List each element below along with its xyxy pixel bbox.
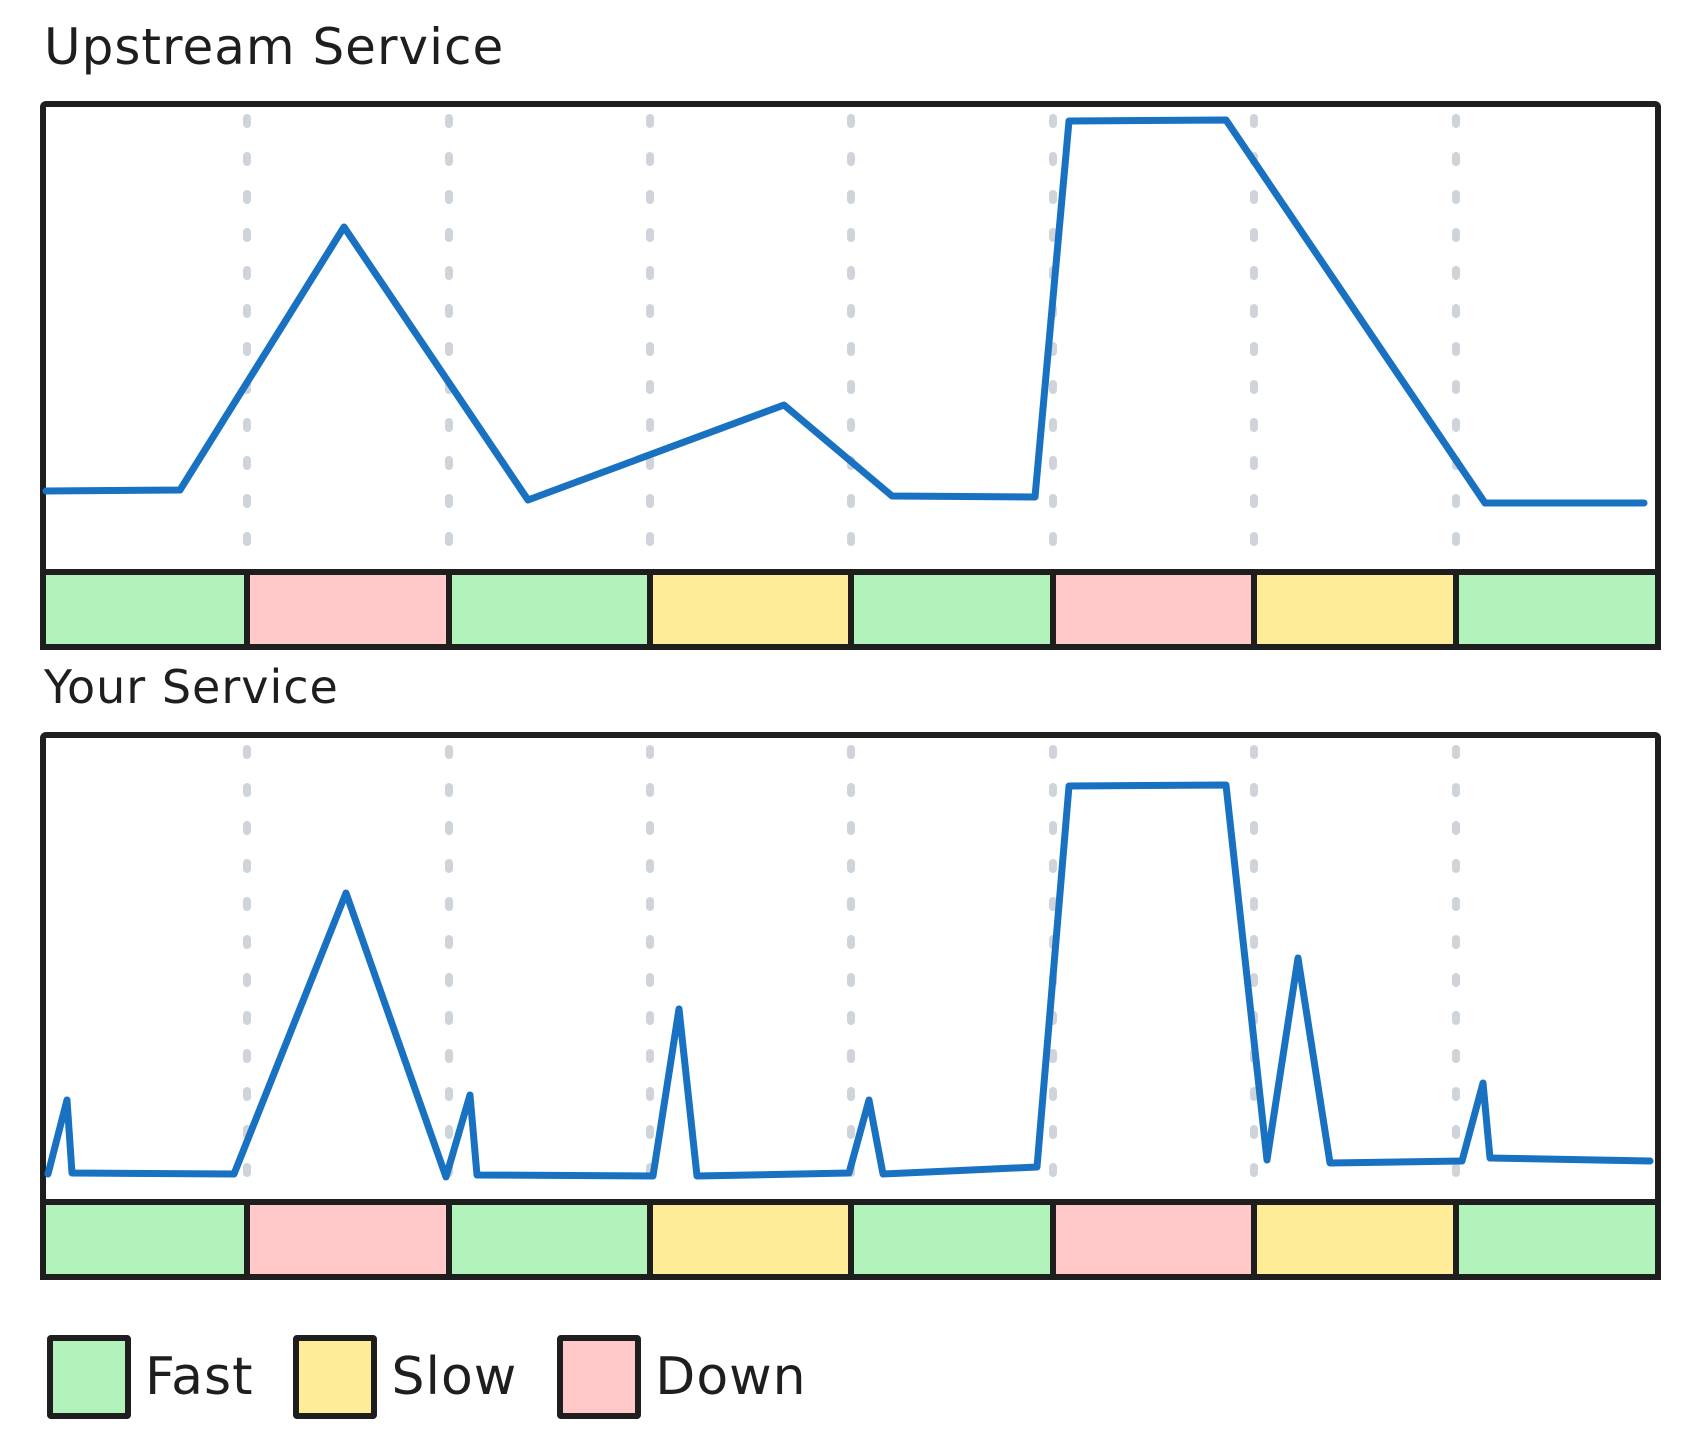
status-segment-fast bbox=[1453, 1199, 1661, 1280]
legend-item-fast: Fast bbox=[47, 1335, 253, 1419]
status-segment-slow bbox=[647, 569, 854, 650]
your-service-title: Your Service bbox=[44, 660, 339, 714]
legend-label-down: Down bbox=[655, 1347, 807, 1407]
legend-label-fast: Fast bbox=[145, 1347, 254, 1407]
your-service-chart bbox=[40, 732, 1661, 1280]
status-segment-down bbox=[1050, 1199, 1257, 1280]
status-segment-down bbox=[244, 569, 452, 650]
legend-swatch-down bbox=[557, 1335, 642, 1419]
status-segment-fast bbox=[446, 569, 653, 650]
upstream-service-title: Upstream Service bbox=[44, 18, 505, 76]
upstream-service-chart bbox=[40, 101, 1661, 650]
legend-item-down: Down bbox=[557, 1335, 806, 1419]
status-segment-fast bbox=[848, 1199, 1056, 1280]
plot-area bbox=[43, 104, 1658, 572]
chart-frame bbox=[40, 732, 1661, 1280]
status-segment-fast bbox=[40, 1199, 250, 1280]
latency-line bbox=[44, 781, 1654, 1181]
status-segment-fast bbox=[40, 569, 250, 650]
status-segment-down bbox=[244, 1199, 452, 1280]
legend-swatch-fast bbox=[47, 1335, 131, 1419]
legend-label-slow: Slow bbox=[391, 1347, 518, 1407]
status-segment-slow bbox=[1251, 569, 1459, 650]
status-segment-down bbox=[1050, 569, 1257, 650]
legend-swatch-slow bbox=[293, 1335, 378, 1419]
latency-line bbox=[42, 116, 1648, 507]
legend: Fast Slow Down bbox=[47, 1335, 847, 1419]
status-segment-slow bbox=[647, 1199, 854, 1280]
status-segment-fast bbox=[848, 569, 1056, 650]
status-segment-fast bbox=[446, 1199, 653, 1280]
legend-item-slow: Slow bbox=[293, 1335, 517, 1419]
status-segment-slow bbox=[1251, 1199, 1459, 1280]
chart-frame bbox=[40, 101, 1661, 650]
status-segment-fast bbox=[1453, 569, 1661, 650]
